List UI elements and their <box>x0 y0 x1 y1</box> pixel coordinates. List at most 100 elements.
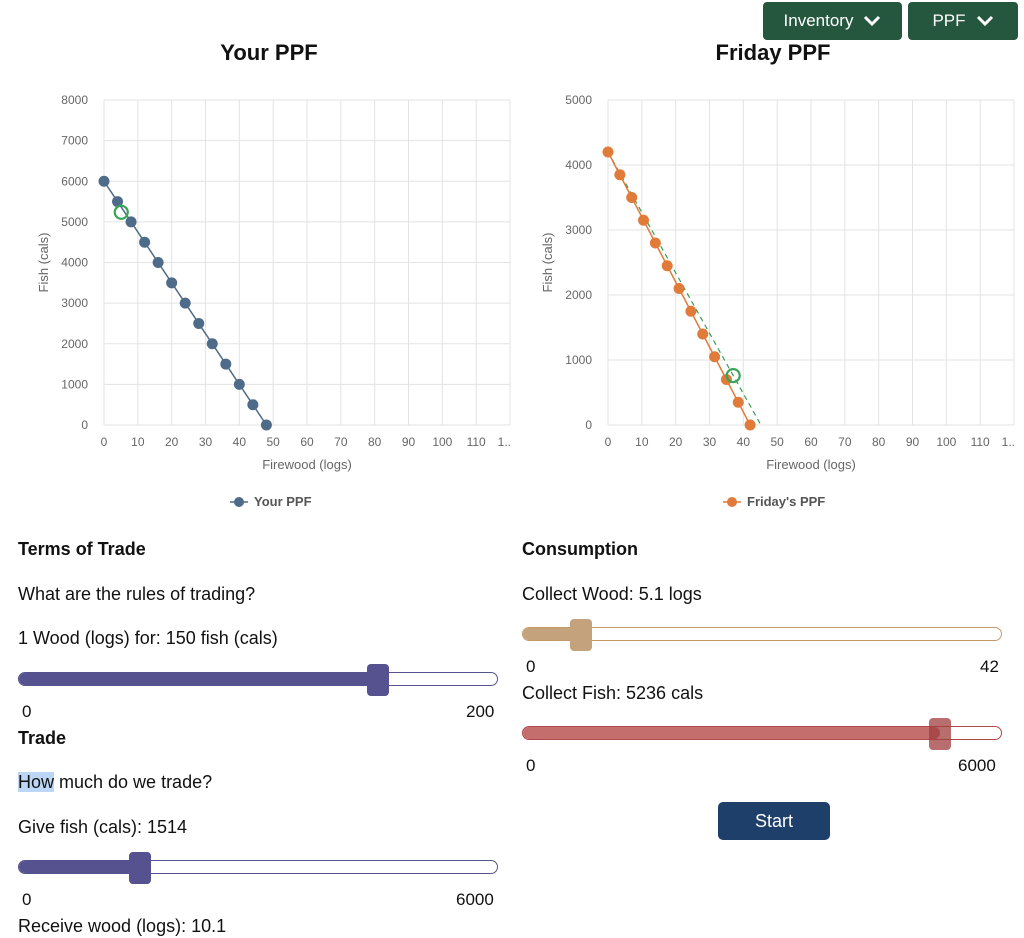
x-tick-label: 80 <box>368 435 382 449</box>
y-tick-label: 8000 <box>61 93 88 107</box>
x-tick-label: 100 <box>432 435 452 449</box>
trade-title: Trade <box>18 728 67 748</box>
data-point <box>220 358 232 370</box>
x-tick-label: 80 <box>872 435 886 449</box>
terms-question: What are the rules of trading? <box>18 584 256 604</box>
give-fish-slider[interactable] <box>18 852 498 884</box>
consumption-marker <box>113 204 129 220</box>
ppf-button-label: PPF <box>932 11 966 30</box>
trade-rate-min: 0 <box>22 702 32 721</box>
collect-wood-slider[interactable] <box>522 619 1002 651</box>
x-tick-label: 70 <box>334 435 348 449</box>
data-point <box>179 297 191 309</box>
x-tick-label: 100 <box>936 435 956 449</box>
collect-wood-thumb[interactable] <box>570 619 593 651</box>
x-tick-label: 90 <box>906 435 920 449</box>
data-point <box>247 399 259 411</box>
x-tick-label: 90 <box>402 435 416 449</box>
data-point <box>673 283 685 294</box>
data-point <box>720 374 732 385</box>
x-tick-label: 60 <box>300 435 314 449</box>
x-tick-label: 1... <box>498 435 512 449</box>
start-button[interactable]: Start <box>718 802 830 840</box>
trade-question-rest: much do we trade? <box>54 772 213 792</box>
y-tick-label: 3000 <box>61 296 88 310</box>
inventory-button[interactable]: Inventory <box>763 2 902 40</box>
y-tick-label: 5000 <box>61 215 88 229</box>
collect-wood-max: 42 <box>980 657 999 676</box>
collect-fish-thumb[interactable] <box>929 718 952 750</box>
x-tick-label: 40 <box>233 435 247 449</box>
y-tick-label: 4000 <box>61 256 88 270</box>
x-tick-label: 20 <box>669 435 683 449</box>
data-point <box>260 419 272 431</box>
data-point <box>112 196 124 208</box>
friday-ppf-legend[interactable]: Friday's PPF <box>723 494 825 509</box>
y-axis-label: Fish (cals) <box>36 233 51 293</box>
x-tick-label: 20 <box>165 435 179 449</box>
give-fish-max: 6000 <box>456 890 494 909</box>
your-ppf-chart: 0 10 20 30 40 50 60 70 80 90 100 110 1... 0 1000 2000 30… <box>36 93 512 472</box>
y-tick-label: 5000 <box>565 93 592 107</box>
collect-fish-slider[interactable] <box>522 718 1002 750</box>
x-axis-label: Firewood (logs) <box>766 457 856 472</box>
collect-wood-min: 0 <box>526 657 536 676</box>
y-tick-label: 6000 <box>61 174 88 188</box>
legend-marker-icon <box>723 496 741 507</box>
friday-ppf-legend-label: Friday's PPF <box>747 494 826 509</box>
data-point <box>638 214 650 226</box>
collect-wood-fill <box>523 628 582 640</box>
trade-question: How much do we trade? <box>18 772 212 793</box>
x-tick-label: 10 <box>635 435 649 449</box>
chevron-down-icon <box>976 15 993 27</box>
data-point <box>98 175 110 187</box>
friday-ppf-chart: 0 10 20 30 40 50 60 70 80 90 100 110 1... 0 1000 2000 30… <box>540 93 1016 472</box>
x-tick-label: 70 <box>838 435 852 449</box>
data-point <box>744 419 756 431</box>
data-point <box>152 257 164 268</box>
y-tick-label: 7000 <box>61 134 88 148</box>
inventory-button-label: Inventory <box>783 11 854 30</box>
x-tick-label: 110 <box>971 435 990 449</box>
data-point <box>732 396 744 408</box>
x-tick-label: 110 <box>467 435 486 449</box>
trade-rate-thumb[interactable] <box>366 664 389 696</box>
y-tick-label: 0 <box>585 418 592 432</box>
your-ppf-legend[interactable]: Your PPF <box>230 494 312 509</box>
your-ppf-title: Your PPF <box>220 40 318 65</box>
x-axis-label: Firewood (logs) <box>262 457 352 472</box>
x-tick-label: 0 <box>605 435 612 449</box>
consumption-title: Consumption <box>522 539 638 559</box>
collect-fish-max: 6000 <box>958 756 996 775</box>
x-tick-label: 60 <box>804 435 818 449</box>
x-tick-label: 1... <box>1002 435 1016 449</box>
give-fish-label: Give fish (cals): 1514 <box>18 817 188 837</box>
y-tick-label: 3000 <box>565 223 592 237</box>
receive-wood-label: Receive wood (logs): 10.1 <box>18 916 227 936</box>
data-point <box>649 237 661 249</box>
give-fish-min: 0 <box>22 890 32 909</box>
y-axis-label: Fish (cals) <box>540 233 555 293</box>
trade-question-highlight: How <box>18 772 55 792</box>
collect-fish-min: 0 <box>526 756 536 775</box>
data-point <box>166 277 178 289</box>
terms-rate-label: 1 Wood (logs) for: 150 fish (cals) <box>18 628 278 648</box>
collect-wood-label: Collect Wood: 5.1 logs <box>522 584 702 604</box>
consumption-marker <box>725 368 741 384</box>
data-point <box>685 305 697 317</box>
terms-of-trade-title: Terms of Trade <box>18 539 146 559</box>
data-point <box>206 338 218 350</box>
trade-rate-max: 200 <box>466 702 495 721</box>
trade-rate-slider[interactable] <box>18 664 498 696</box>
ppf-button[interactable]: PPF <box>908 2 1018 40</box>
data-point <box>602 146 614 158</box>
data-point <box>193 317 205 329</box>
y-tick-label: 1000 <box>565 353 592 367</box>
give-fish-thumb[interactable] <box>128 852 151 884</box>
give-fish-fill <box>19 861 140 873</box>
data-point <box>626 192 638 203</box>
x-tick-label: 30 <box>703 435 717 449</box>
chevron-down-icon <box>864 15 881 27</box>
data-point <box>139 236 151 248</box>
y-tick-label: 2000 <box>565 288 592 302</box>
